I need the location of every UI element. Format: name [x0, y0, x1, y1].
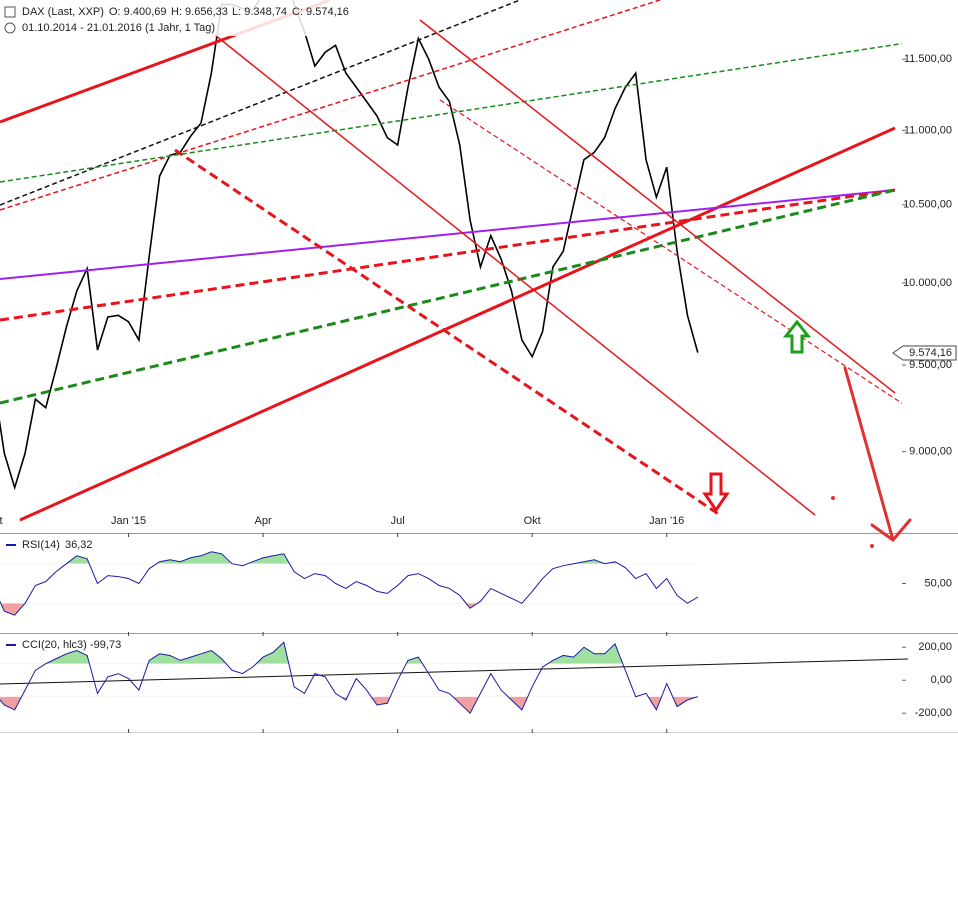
drawn-dot — [870, 544, 874, 548]
ohlc-label: O: 9.400,69 — [109, 6, 167, 18]
x-tick-label: Jan '16 — [649, 515, 684, 527]
trendline — [0, 42, 902, 183]
chart-title: DAX (Last, XXP) — [22, 6, 104, 18]
trendline — [439, 99, 902, 404]
indicator-title: RSI(14) — [22, 539, 60, 551]
plot — [0, 551, 699, 616]
oversold-fill — [0, 696, 698, 714]
y-tick-label: -200,00 — [915, 707, 952, 719]
clock-icon — [4, 22, 16, 34]
chart-subtitle: 01.10.2014 - 21.01.2016 (1 Jahr, 1 Tag) — [22, 22, 215, 34]
trendline — [0, 0, 661, 211]
plot — [0, 0, 699, 491]
price-line — [0, 0, 699, 491]
cci-trendline — [0, 658, 909, 685]
y-tick-label: 10.000,00 — [903, 277, 952, 289]
last-price-box — [892, 345, 957, 361]
up-arrow — [782, 319, 812, 354]
overbought-fill — [0, 642, 698, 664]
indicator-value: -99,73 — [90, 639, 121, 651]
drawn-arrow — [843, 366, 912, 543]
x-tick-label: Okt — [524, 515, 541, 527]
trendline — [174, 148, 721, 517]
trendline — [214, 34, 816, 516]
x-tick-label: Jan '15 — [111, 515, 146, 527]
trendline — [0, 189, 896, 280]
trendline — [19, 126, 896, 522]
header-bg — [0, 0, 362, 36]
price-line — [0, 641, 698, 715]
y-tick-label: 11.500,00 — [904, 53, 952, 65]
trendlines — [0, 0, 902, 522]
ohlc-label: H: 9.656,33 — [171, 6, 228, 18]
y-tick-label: 10.500,00 — [903, 199, 952, 211]
drawn-dot — [831, 496, 835, 500]
ohlc-label: C: 9.574,16 — [292, 6, 349, 18]
y-tick-label: 9.500,00 — [909, 359, 952, 371]
trendline — [419, 19, 896, 394]
plot — [0, 641, 698, 715]
trendline — [0, 188, 896, 322]
down-arrow — [702, 472, 730, 513]
x-tick-label: Jul — [391, 515, 405, 527]
y-tick-label: 11.000,00 — [904, 124, 952, 136]
indicator-value: 36,32 — [65, 539, 93, 551]
indicator-title: CCI(20, hlc3) — [22, 639, 87, 651]
ohlc-label: L: 9.348,74 — [232, 6, 287, 18]
last-price-label: 9.574,16 — [909, 347, 952, 359]
y-tick-label: 200,00 — [918, 641, 952, 653]
y-tick-label: 0,00 — [931, 674, 952, 686]
trendline — [0, 0, 521, 206]
y-tick-label: 9.000,00 — [909, 446, 952, 458]
x-tick-label: Okt — [0, 515, 3, 527]
price-line — [0, 551, 699, 616]
chart-icon — [4, 6, 16, 18]
x-tick-label: Apr — [255, 515, 272, 527]
y-tick-label: 50,00 — [924, 577, 952, 589]
